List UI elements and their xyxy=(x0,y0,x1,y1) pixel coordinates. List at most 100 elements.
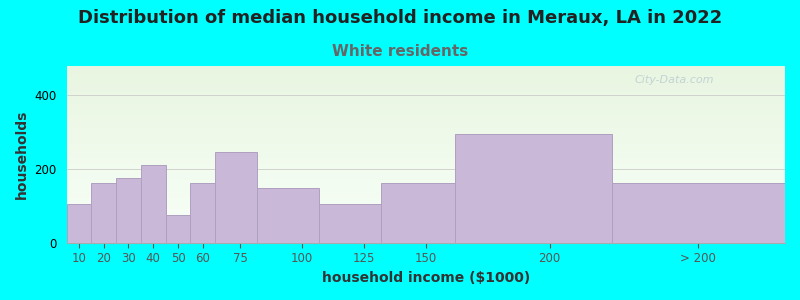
Bar xyxy=(66,75,785,76)
Bar xyxy=(66,184,785,185)
Bar xyxy=(66,151,785,152)
Bar xyxy=(66,236,785,237)
Bar xyxy=(66,153,785,154)
Bar xyxy=(66,174,785,175)
Bar xyxy=(66,106,785,107)
Bar xyxy=(66,155,785,156)
Bar xyxy=(66,107,785,108)
Bar xyxy=(66,207,785,208)
Bar xyxy=(66,180,785,181)
Bar xyxy=(66,229,785,230)
Bar xyxy=(66,202,785,203)
Bar xyxy=(66,169,785,170)
Bar xyxy=(66,127,785,128)
Bar xyxy=(66,124,785,125)
Bar xyxy=(66,97,785,98)
Bar xyxy=(66,224,785,225)
Bar xyxy=(66,226,785,227)
Bar xyxy=(66,158,785,159)
Bar xyxy=(66,238,785,239)
Bar xyxy=(66,231,785,232)
Bar xyxy=(66,70,785,71)
Bar xyxy=(66,101,785,102)
Bar xyxy=(66,176,785,177)
Bar xyxy=(66,159,785,160)
Bar xyxy=(66,197,785,198)
Bar xyxy=(66,128,785,129)
Bar xyxy=(66,122,785,123)
Bar xyxy=(66,198,785,199)
Bar xyxy=(66,215,785,216)
Bar xyxy=(66,74,785,75)
Bar xyxy=(66,89,785,90)
Bar xyxy=(66,91,785,92)
Bar xyxy=(66,134,785,135)
Bar xyxy=(215,152,258,243)
Bar xyxy=(66,143,785,144)
Bar xyxy=(66,150,785,151)
Bar xyxy=(66,208,785,209)
Bar xyxy=(66,191,785,192)
Bar xyxy=(66,230,785,231)
Bar xyxy=(66,113,785,114)
Bar xyxy=(66,212,785,213)
Bar xyxy=(66,93,785,94)
Bar xyxy=(190,183,215,243)
Bar xyxy=(66,77,785,78)
Bar xyxy=(66,235,785,236)
Text: Distribution of median household income in Meraux, LA in 2022: Distribution of median household income … xyxy=(78,9,722,27)
Bar xyxy=(66,200,785,201)
Bar xyxy=(66,240,785,241)
Bar xyxy=(66,189,785,190)
Bar xyxy=(66,126,785,127)
Bar xyxy=(66,104,785,105)
Bar xyxy=(66,116,785,117)
Bar xyxy=(66,194,785,195)
Bar xyxy=(66,214,785,215)
Bar xyxy=(66,94,785,95)
Bar xyxy=(66,121,785,122)
Bar xyxy=(66,81,785,82)
Bar xyxy=(66,186,785,187)
Bar xyxy=(66,205,785,206)
Bar xyxy=(66,79,785,80)
Bar xyxy=(66,222,785,223)
Bar xyxy=(66,96,785,97)
Bar xyxy=(66,209,785,210)
Bar xyxy=(66,221,785,222)
Bar xyxy=(66,82,785,83)
Bar xyxy=(66,142,785,143)
Bar xyxy=(66,110,785,111)
Bar xyxy=(66,228,785,229)
Bar xyxy=(66,178,785,179)
Bar xyxy=(116,178,141,243)
Text: White residents: White residents xyxy=(332,44,468,59)
Bar xyxy=(66,190,785,191)
Bar xyxy=(66,201,785,202)
Bar xyxy=(66,141,785,142)
Bar xyxy=(66,227,785,228)
Bar xyxy=(66,219,785,220)
Bar xyxy=(66,112,785,113)
Bar xyxy=(91,183,116,243)
Bar xyxy=(66,157,785,158)
Bar xyxy=(66,216,785,217)
Bar xyxy=(66,85,785,86)
Bar xyxy=(66,90,785,91)
Bar xyxy=(66,132,785,133)
Bar xyxy=(66,154,785,155)
Bar xyxy=(66,213,785,214)
Bar xyxy=(66,179,785,180)
Bar xyxy=(66,181,785,182)
Bar xyxy=(66,78,785,79)
Bar xyxy=(66,149,785,150)
Bar xyxy=(66,237,785,238)
Bar xyxy=(66,130,785,131)
Bar xyxy=(66,100,785,101)
Bar xyxy=(66,161,785,162)
Bar xyxy=(66,206,785,207)
Bar xyxy=(66,225,785,226)
X-axis label: household income ($1000): household income ($1000) xyxy=(322,271,530,285)
Bar xyxy=(66,125,785,126)
Bar xyxy=(66,182,785,183)
